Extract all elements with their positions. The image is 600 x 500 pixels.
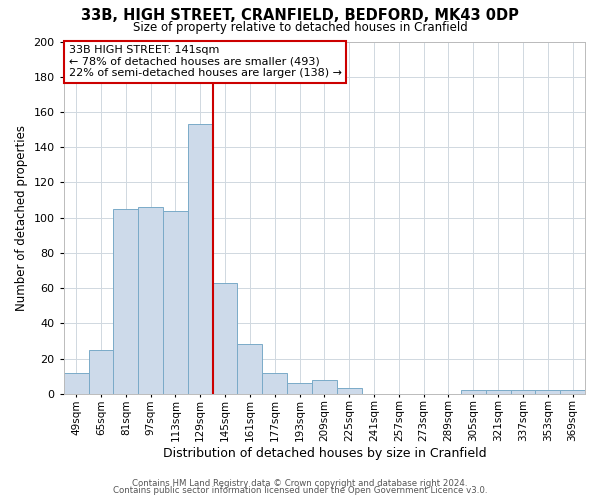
- Bar: [262, 372, 287, 394]
- Bar: [312, 380, 337, 394]
- Bar: [560, 390, 585, 394]
- Bar: [138, 207, 163, 394]
- Bar: [113, 209, 138, 394]
- Bar: [535, 390, 560, 394]
- Y-axis label: Number of detached properties: Number of detached properties: [15, 124, 28, 310]
- Bar: [212, 283, 238, 394]
- Bar: [287, 383, 312, 394]
- Text: Contains public sector information licensed under the Open Government Licence v3: Contains public sector information licen…: [113, 486, 487, 495]
- Bar: [511, 390, 535, 394]
- Bar: [486, 390, 511, 394]
- Bar: [188, 124, 212, 394]
- Text: Size of property relative to detached houses in Cranfield: Size of property relative to detached ho…: [133, 21, 467, 34]
- X-axis label: Distribution of detached houses by size in Cranfield: Distribution of detached houses by size …: [163, 447, 486, 460]
- Bar: [238, 344, 262, 394]
- Text: 33B, HIGH STREET, CRANFIELD, BEDFORD, MK43 0DP: 33B, HIGH STREET, CRANFIELD, BEDFORD, MK…: [81, 8, 519, 22]
- Bar: [461, 390, 486, 394]
- Bar: [89, 350, 113, 394]
- Bar: [337, 388, 362, 394]
- Text: Contains HM Land Registry data © Crown copyright and database right 2024.: Contains HM Land Registry data © Crown c…: [132, 478, 468, 488]
- Bar: [64, 372, 89, 394]
- Bar: [163, 210, 188, 394]
- Text: 33B HIGH STREET: 141sqm
← 78% of detached houses are smaller (493)
22% of semi-d: 33B HIGH STREET: 141sqm ← 78% of detache…: [69, 45, 342, 78]
